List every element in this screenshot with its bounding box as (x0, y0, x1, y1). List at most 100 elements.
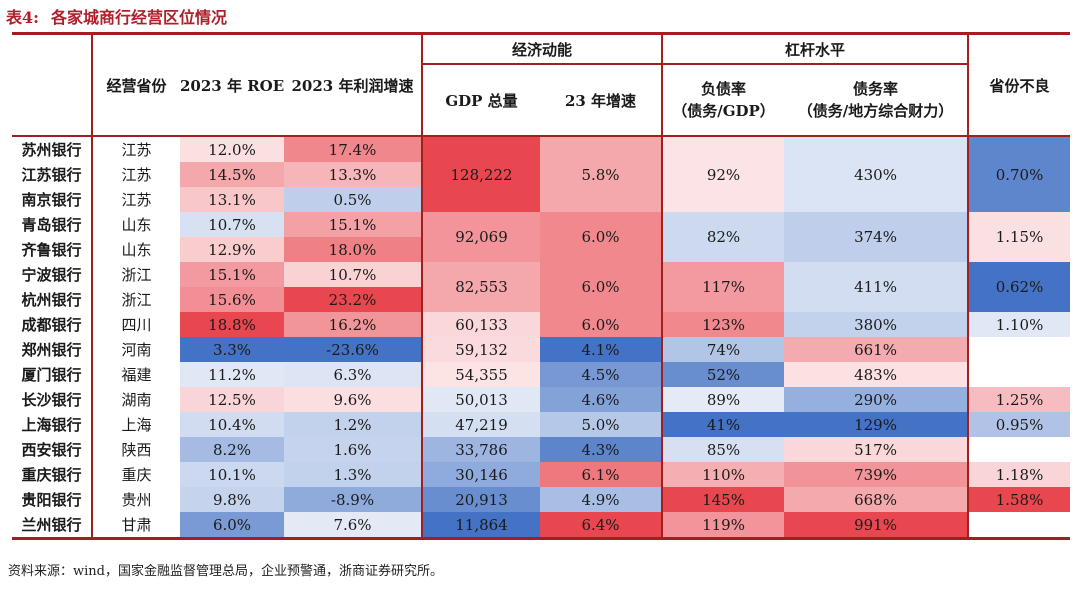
gdp-growth-cell: 4.9% (540, 487, 664, 512)
gdp-cell: 60,133 (422, 312, 540, 337)
province-cell: 山东 (121, 216, 152, 234)
liability-ratio-cell: 661% (784, 337, 970, 362)
table-row: 贵阳银行 贵州 9.8% -8.9% 20,913 4.9% 145% 668% 1.58% (12, 487, 1071, 512)
roe-cell: 13.1% (180, 187, 284, 212)
profit-growth-cell: 7.6% (284, 512, 423, 540)
bank-name-cell: 成都银行 (12, 312, 93, 337)
liability-ratio-cell: 411% (784, 262, 970, 312)
province-cell: 浙江 (121, 291, 152, 309)
profit-growth-cell: 15.1% (284, 212, 423, 237)
npl-cell: 0.62% (968, 262, 1071, 312)
gdp-growth-cell: 6.0% (540, 212, 664, 262)
profit-growth-cell: 0.5% (284, 187, 423, 212)
gdp-growth-cell: 6.1% (540, 462, 664, 487)
roe-cell: 10.1% (180, 462, 284, 487)
roe-cell: 14.5% (180, 162, 284, 187)
table-row: 成都银行 四川 18.8% 16.2% 60,133 6.0% 123% 380% 1.10% (12, 312, 1071, 337)
roe-cell: 12.9% (180, 237, 284, 262)
table-row: 西安银行 陕西 8.2% 1.6% 33,786 4.3% 85% 517% (12, 437, 1071, 462)
gdp-cell: 82,553 (422, 262, 540, 312)
province-cell: 河南 (121, 341, 152, 359)
bank-name-cell: 宁波银行 (12, 262, 93, 287)
bank-location-table: 经营省份 2023 年 ROE 2023 年利润增速 经济动能 杠杆水平 省份不… (12, 32, 1071, 552)
table-row: 苏州银行 江苏 12.0% 17.4% 128,222 5.8% 92% 430% 0.70% (12, 136, 1071, 212)
gdp-growth-cell: 6.0% (540, 262, 664, 312)
header-roe: 2023 年 ROE (180, 32, 284, 137)
profit-growth-cell: 13.3% (284, 162, 423, 187)
header-group-econ: 经济动能 (422, 32, 664, 65)
gdp-cell: 92,069 (422, 212, 540, 262)
profit-growth-cell: -23.6% (284, 337, 423, 362)
table-row: 江苏银行 江苏 14.5% 13.3% (12, 162, 1070, 187)
table-row: 南京银行 江苏 13.1% 0.5% (12, 187, 1070, 212)
province-cell: 贵州 (121, 491, 152, 509)
bank-name-cell: 上海银行 (12, 412, 93, 437)
header-liability-ratio: 债务率 （债务/地方综合财力） (784, 64, 970, 137)
gdp-growth-cell: 5.8% (540, 136, 664, 212)
roe-cell: 11.2% (180, 362, 284, 387)
table-row: 长沙银行 湖南 12.5% 9.6% 50,013 4.6% 89% 290% 1.25% (12, 387, 1071, 412)
debt-ratio-cell: 74% (662, 337, 785, 362)
province-cell: 江苏 (121, 191, 152, 209)
npl-cell: 1.25% (968, 387, 1071, 412)
debt-ratio-cell: 145% (662, 487, 785, 512)
debt-ratio-cell: 52% (662, 362, 785, 387)
header-gdp: GDP 总量 (422, 64, 540, 137)
debt-ratio-cell: 117% (662, 262, 785, 312)
profit-growth-cell: 6.3% (284, 362, 423, 387)
bank-name-cell: 贵阳银行 (12, 487, 93, 512)
profit-growth-cell: -8.9% (284, 487, 423, 512)
gdp-growth-cell: 4.5% (540, 362, 664, 387)
debt-ratio-cell: 82% (662, 212, 785, 262)
source-note: 资料来源：wind，国家金融监督管理总局，企业预警通，浙商证券研究所。 (8, 564, 443, 579)
liability-ratio-cell: 517% (784, 437, 970, 462)
roe-cell: 10.7% (180, 212, 284, 237)
roe-cell: 15.1% (180, 262, 284, 287)
profit-growth-cell: 18.0% (284, 237, 423, 262)
liability-ratio-cell: 483% (784, 362, 970, 387)
debt-ratio-cell: 85% (662, 437, 785, 462)
liability-ratio-cell: 290% (784, 387, 970, 412)
gdp-cell: 47,219 (422, 412, 540, 437)
bank-name-cell: 南京银行 (12, 187, 93, 212)
gdp-cell: 59,132 (422, 337, 540, 362)
table-body: 苏州银行 江苏 12.0% 17.4% 128,222 5.8% 92% 430% 0.70% 江… (12, 136, 1071, 540)
profit-growth-cell: 16.2% (284, 312, 423, 337)
header-province: 经营省份 (92, 32, 180, 137)
profit-growth-cell: 9.6% (284, 387, 423, 412)
profit-growth-cell: 23.2% (284, 287, 423, 312)
province-cell: 上海 (121, 416, 152, 434)
npl-cell: 1.15% (968, 212, 1071, 262)
npl-cell (968, 362, 1071, 387)
header-gdp-growth: 23 年增速 (540, 64, 664, 137)
bank-name-cell: 青岛银行 (12, 212, 93, 237)
profit-growth-cell: 10.7% (284, 262, 423, 287)
table-row: 上海银行 上海 10.4% 1.2% 47,219 5.0% 41% 129% 0.95% (12, 412, 1071, 437)
table-row: 厦门银行 福建 11.2% 6.3% 54,355 4.5% 52% 483% (12, 362, 1071, 387)
npl-cell: 1.58% (968, 487, 1071, 512)
roe-cell: 8.2% (180, 437, 284, 462)
npl-cell: 0.95% (968, 412, 1071, 437)
header-debt-ratio: 负债率 （债务/GDP） (662, 64, 785, 137)
roe-cell: 18.8% (180, 312, 284, 337)
bank-name-cell: 兰州银行 (12, 512, 93, 540)
npl-cell: 1.18% (968, 462, 1071, 487)
profit-growth-cell: 1.2% (284, 412, 423, 437)
roe-cell: 10.4% (180, 412, 284, 437)
bank-name-cell: 杭州银行 (12, 287, 93, 312)
roe-cell: 12.0% (180, 136, 284, 162)
bank-name-cell: 江苏银行 (12, 162, 93, 187)
roe-cell: 15.6% (180, 287, 284, 312)
liability-ratio-cell: 380% (784, 312, 970, 337)
table-row: 宁波银行浙江 15.1% 10.7% 82,553 6.0% 117% 411% 0.62% (12, 262, 1071, 312)
header-debt-ratio-line2: （债务/GDP） (672, 102, 775, 120)
profit-growth-cell: 1.6% (284, 437, 423, 462)
npl-cell (968, 437, 1071, 462)
province-cell: 湖南 (121, 391, 152, 409)
liability-ratio-cell: 374% (784, 212, 970, 262)
table-row: 郑州银行 河南 3.3% -23.6% 59,132 4.1% 74% 661% (12, 337, 1071, 362)
province-cell: 江苏 (121, 166, 152, 184)
header-debt-ratio-line1: 负债率 (701, 80, 747, 98)
header-liability-ratio-line1: 债务率 (853, 80, 899, 98)
bank-name-cell: 齐鲁银行 (12, 237, 93, 262)
